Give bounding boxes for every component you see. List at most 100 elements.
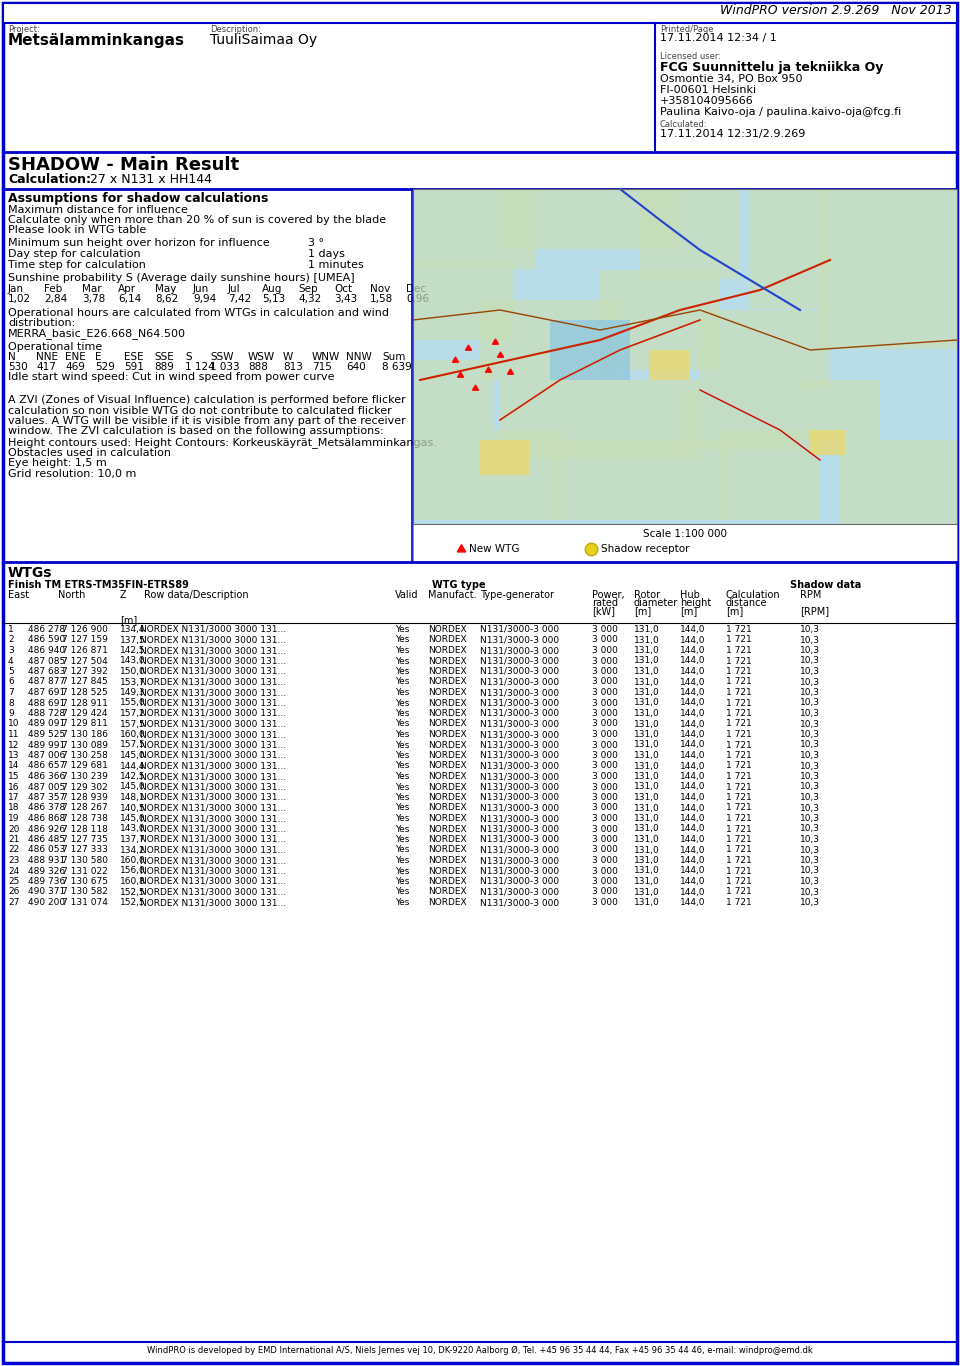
Text: NORDEX: NORDEX [428, 709, 467, 719]
Text: NORDEX: NORDEX [428, 635, 467, 645]
Text: 489 991: 489 991 [28, 740, 65, 750]
Text: 13: 13 [8, 751, 19, 759]
Text: 17.11.2014 12:34 / 1: 17.11.2014 12:34 / 1 [660, 33, 777, 42]
Text: 10,3: 10,3 [800, 825, 820, 833]
Text: NORDEX N131/3000 3000 131...: NORDEX N131/3000 3000 131... [140, 751, 286, 759]
Text: NORDEX N131/3000 3000 131...: NORDEX N131/3000 3000 131... [140, 794, 286, 802]
Text: N131/3000-3 000: N131/3000-3 000 [480, 646, 559, 656]
Text: Apr: Apr [118, 284, 136, 294]
Text: 142,5: 142,5 [120, 646, 146, 656]
Text: FI-00601 Helsinki: FI-00601 Helsinki [660, 85, 756, 96]
Bar [640, 189, 740, 279]
Text: 131,0: 131,0 [634, 846, 660, 855]
Text: NORDEX N131/3000 3000 131...: NORDEX N131/3000 3000 131... [140, 657, 286, 665]
Text: WTGs: WTGs [8, 566, 53, 581]
Text: N131/3000-3 000: N131/3000-3 000 [480, 814, 559, 822]
Text: NORDEX: NORDEX [428, 846, 467, 855]
Text: Yes: Yes [395, 709, 409, 719]
Text: A ZVI (Zones of Visual Influence) calculation is performed before flicker: A ZVI (Zones of Visual Influence) calcul… [8, 395, 406, 404]
Bar [413, 189, 957, 525]
Text: 489 091: 489 091 [28, 720, 65, 728]
Text: NORDEX N131/3000 3000 131...: NORDEX N131/3000 3000 131... [140, 720, 286, 728]
Text: 23: 23 [8, 856, 19, 865]
Text: 144,0: 144,0 [680, 626, 706, 634]
Text: 2: 2 [8, 635, 13, 645]
Text: 144,0: 144,0 [680, 635, 706, 645]
Text: FCG Suunnittelu ja tekniikka Oy: FCG Suunnittelu ja tekniikka Oy [660, 61, 883, 74]
Bar [415, 189, 535, 269]
Text: 10,3: 10,3 [800, 635, 820, 645]
Text: distribution:: distribution: [8, 318, 75, 328]
Text: 144,0: 144,0 [680, 803, 706, 813]
Text: 1 721: 1 721 [726, 729, 752, 739]
Text: E: E [95, 352, 102, 362]
Text: 486 278: 486 278 [28, 626, 65, 634]
Text: 469: 469 [65, 362, 84, 372]
Text: 131,0: 131,0 [634, 888, 660, 896]
Text: Manufact.: Manufact. [428, 590, 476, 600]
Text: Jan: Jan [8, 284, 24, 294]
Text: ENE: ENE [65, 352, 85, 362]
Text: 26: 26 [8, 888, 19, 896]
Text: Hub: Hub [680, 590, 700, 600]
Text: 3 000: 3 000 [592, 635, 618, 645]
Bar [680, 391, 800, 449]
Text: NORDEX: NORDEX [428, 761, 467, 770]
Text: 487 683: 487 683 [28, 667, 65, 676]
Bar [413, 525, 957, 561]
Text: 160,0: 160,0 [120, 856, 146, 865]
Text: WSW: WSW [248, 352, 276, 362]
Text: NORDEX: NORDEX [428, 803, 467, 813]
Text: Shadow receptor: Shadow receptor [601, 544, 689, 555]
Text: 157,5: 157,5 [120, 740, 146, 750]
Text: [m]: [m] [726, 607, 743, 616]
Text: N131/3000-3 000: N131/3000-3 000 [480, 877, 559, 887]
Text: 140,5: 140,5 [120, 803, 146, 813]
Text: 8 639: 8 639 [382, 362, 412, 372]
Text: 131,0: 131,0 [634, 709, 660, 719]
Text: 144,0: 144,0 [680, 897, 706, 907]
Text: Yes: Yes [395, 698, 409, 708]
Text: New WTG: New WTG [469, 544, 519, 555]
Text: 144,0: 144,0 [680, 846, 706, 855]
Text: N131/3000-3 000: N131/3000-3 000 [480, 751, 559, 759]
Text: NORDEX N131/3000 3000 131...: NORDEX N131/3000 3000 131... [140, 888, 286, 896]
Text: 144,0: 144,0 [680, 888, 706, 896]
Text: calculation so non visible WTG do not contribute to calculated flicker: calculation so non visible WTG do not co… [8, 406, 392, 415]
Text: 3 000: 3 000 [592, 835, 618, 844]
Bar [750, 189, 830, 309]
Text: Yes: Yes [395, 888, 409, 896]
Text: 0,96: 0,96 [406, 294, 429, 305]
Text: Yes: Yes [395, 783, 409, 791]
Bar [413, 361, 493, 430]
Text: 490 371: 490 371 [28, 888, 65, 896]
Text: Mar: Mar [82, 284, 102, 294]
Text: TuuliSaimaa Oy: TuuliSaimaa Oy [210, 33, 317, 46]
Text: N131/3000-3 000: N131/3000-3 000 [480, 626, 559, 634]
Text: 10,3: 10,3 [800, 657, 820, 665]
Text: 1 721: 1 721 [726, 825, 752, 833]
Text: 131,0: 131,0 [634, 657, 660, 665]
Text: 7 127 159: 7 127 159 [62, 635, 108, 645]
Text: 11: 11 [8, 729, 19, 739]
Text: 157,2: 157,2 [120, 709, 146, 719]
Text: 487 357: 487 357 [28, 794, 65, 802]
Bar [550, 320, 630, 380]
Text: 486 485: 486 485 [28, 835, 65, 844]
Text: 7 130 239: 7 130 239 [62, 772, 108, 781]
Text: WindPRO version 2.9.269   Nov 2013: WindPRO version 2.9.269 Nov 2013 [720, 4, 952, 16]
Text: NORDEX: NORDEX [428, 626, 467, 634]
Text: Yes: Yes [395, 667, 409, 676]
Text: 3 000: 3 000 [592, 698, 618, 708]
Text: 6,14: 6,14 [118, 294, 141, 305]
Text: 20: 20 [8, 825, 19, 833]
Text: NORDEX: NORDEX [428, 794, 467, 802]
Text: N131/3000-3 000: N131/3000-3 000 [480, 657, 559, 665]
Text: Nov: Nov [370, 284, 391, 294]
Bar [3, 3, 957, 23]
Text: 145,0: 145,0 [120, 751, 146, 759]
Text: 17: 17 [8, 794, 19, 802]
Text: [m]: [m] [120, 615, 137, 626]
Text: 131,0: 131,0 [634, 803, 660, 813]
Text: window. The ZVI calculation is based on the following assumptions:: window. The ZVI calculation is based on … [8, 426, 384, 437]
